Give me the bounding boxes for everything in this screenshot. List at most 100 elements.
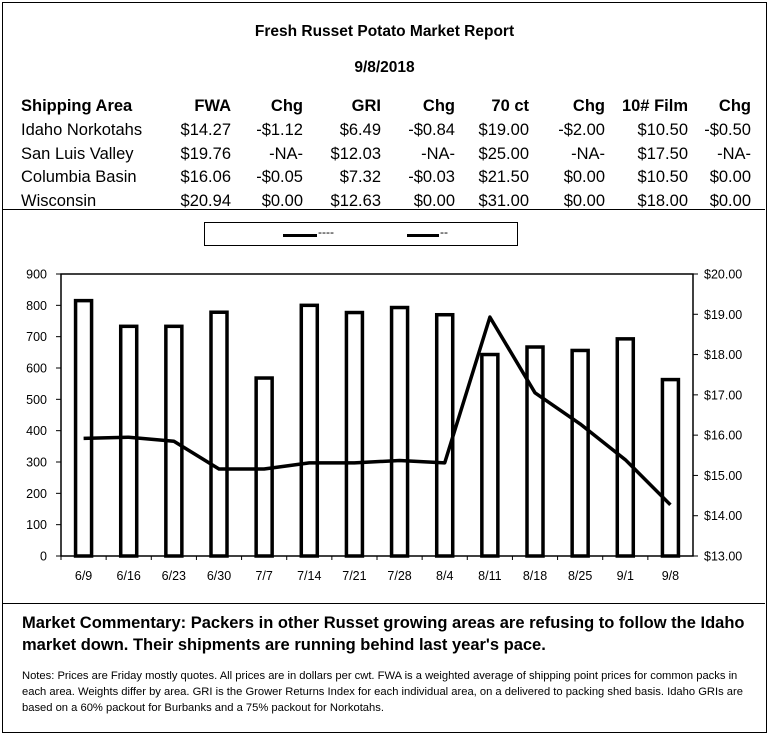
left-axis-tick-label: 800 <box>26 299 47 313</box>
price-line <box>83 315 672 507</box>
col-header-70ct: 70 ct <box>491 97 529 115</box>
chart-legend: ---- -- <box>204 222 518 246</box>
table-cell: $10.50 <box>637 168 688 187</box>
table-row: Idaho Norkotahs $14.27 -$1.12 $6.49 -$0.84 $1… <box>21 119 751 143</box>
right-axis-tick-label: $15.00 <box>704 469 742 483</box>
bar <box>660 377 681 558</box>
table-cell: -$0.84 <box>408 121 455 140</box>
table-cell: $0.00 <box>709 191 751 210</box>
table-cell: -NA- <box>421 144 455 163</box>
table-cell: -NA- <box>571 144 605 163</box>
table-cell: -NA- <box>717 144 751 163</box>
bar <box>434 312 455 558</box>
table-cell: -$0.05 <box>256 168 303 187</box>
report-notes: Notes: Prices are Friday mostly quotes. … <box>22 670 743 714</box>
table-cell: $25.00 <box>478 144 529 163</box>
bar <box>525 345 545 558</box>
table-cell: $7.32 <box>339 168 381 187</box>
legend-swatch-shipments <box>283 234 317 237</box>
table-row: Columbia Basin $16.06 -$0.05 $7.32 -$0.03 $21… <box>21 166 751 190</box>
table-cell: $18.00 <box>637 191 688 210</box>
x-axis-tick-label: 9/8 <box>662 569 679 583</box>
shipping-area-name: Idaho Norkotahs <box>21 121 143 140</box>
right-axis-tick-label: $16.00 <box>704 429 742 443</box>
bar <box>615 337 636 558</box>
table-cell: $6.49 <box>339 121 381 140</box>
x-axis-tick-label: 7/14 <box>297 569 321 583</box>
x-axis-tick-label: 8/4 <box>436 569 453 583</box>
table-cell: $12.03 <box>330 144 381 163</box>
shipping-area-name: Wisconsin <box>21 191 97 210</box>
x-axis-tick-label: 7/7 <box>255 569 272 583</box>
table-cell: $0.00 <box>261 191 303 210</box>
x-axis-tick-label: 6/30 <box>207 569 231 583</box>
x-axis-tick-label: 6/16 <box>117 569 141 583</box>
table-cell: -$0.50 <box>704 121 751 140</box>
table-cell: $0.00 <box>413 191 455 210</box>
table-cell: -$1.12 <box>256 121 303 140</box>
bar <box>570 348 590 558</box>
table-cell: -$2.00 <box>558 121 605 140</box>
bar <box>209 310 229 558</box>
right-axis-tick-label: $19.00 <box>704 308 742 322</box>
bar <box>299 303 320 558</box>
col-header-gri: GRI <box>351 97 381 115</box>
shipments-price-chart: 0 100 200 300 400 500 600 700 800 900 $13.00 $14.00… <box>26 268 742 584</box>
market-commentary: Market Commentary: Packers in other Russ… <box>22 614 745 654</box>
col-header-10lb-film: 10# Film <box>621 97 688 115</box>
col-header-fwa-chg: Chg <box>270 97 303 115</box>
table-cell: $16.06 <box>180 168 231 187</box>
right-axis-tick-label: $20.00 <box>704 268 742 282</box>
x-axis-tick-label: 9/1 <box>617 569 634 583</box>
left-axis-tick-label: 0 <box>40 550 47 564</box>
table-cell: $0.00 <box>709 168 751 187</box>
bar <box>389 305 410 558</box>
plot-frame <box>60 273 694 557</box>
table-cell: $19.00 <box>478 121 529 140</box>
table-cell: $12.63 <box>330 191 381 210</box>
left-axis-tick-label: 500 <box>26 393 47 407</box>
table-cell: $20.94 <box>180 191 231 210</box>
table-cell: $14.27 <box>180 121 231 140</box>
table-row: San Luis Valley $19.76 -NA- $12.03 -NA- $25.0… <box>21 143 751 167</box>
shipping-area-name: San Luis Valley <box>21 144 134 163</box>
left-axis-tick-label: 300 <box>26 456 47 470</box>
x-axis-tick-label: 6/23 <box>162 569 186 583</box>
left-axis-tick-label: 200 <box>26 487 47 501</box>
table-cell: $0.00 <box>563 168 605 187</box>
right-axis-tick-label: $17.00 <box>704 388 742 402</box>
bar <box>480 352 500 558</box>
bar <box>344 310 365 558</box>
x-axis-tick-label: 7/28 <box>387 569 411 583</box>
col-header-fwa: FWA <box>194 97 231 115</box>
col-header-shipping-area: Shipping Area <box>21 97 133 115</box>
left-axis-tick-label: 600 <box>26 362 47 376</box>
table-cell: $31.00 <box>478 191 529 210</box>
table-cell: $17.50 <box>637 144 688 163</box>
table-header-row: Shipping Area FWA Chg GRI Chg 70 ct Chg … <box>21 95 751 119</box>
left-axis-tick-label: 100 <box>26 518 47 532</box>
col-header-70ct-chg: Chg <box>572 97 605 115</box>
x-axis-tick-label: 8/11 <box>478 569 501 583</box>
table-cell: $19.76 <box>180 144 231 163</box>
x-axis-tick-label: 6/9 <box>75 569 92 583</box>
table-cell: -NA- <box>269 144 303 163</box>
table-cell: $21.50 <box>478 168 529 187</box>
right-axis-tick-label: $14.00 <box>704 509 742 523</box>
left-axis-tick-label: 900 <box>26 268 47 282</box>
col-header-10lb-chg: Chg <box>718 97 751 115</box>
legend-label-shipments: ---- <box>318 225 334 239</box>
shipping-area-name: Columbia Basin <box>21 168 137 187</box>
table-cell: $0.00 <box>563 191 605 210</box>
left-axis-tick-label: 400 <box>26 424 47 438</box>
x-axis-tick-label: 8/25 <box>568 569 592 583</box>
col-header-gri-chg: Chg <box>422 97 455 115</box>
right-axis-tick-label: $18.00 <box>704 348 742 362</box>
table-cell: $10.50 <box>637 121 688 140</box>
report-date: 9/8/2018 <box>354 59 415 76</box>
legend-swatch-price <box>407 234 439 237</box>
bar <box>118 324 139 558</box>
legend-label-price: -- <box>440 225 448 239</box>
table-row: Wisconsin $20.94 $0.00 $12.63 $0.00 $31.00 $0.… <box>21 190 751 214</box>
